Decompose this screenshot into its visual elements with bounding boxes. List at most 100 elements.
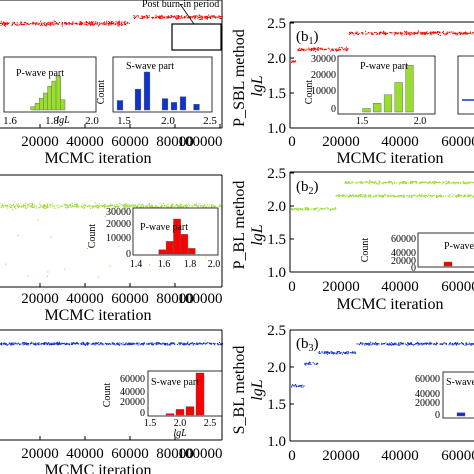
scatter-point — [401, 182, 403, 184]
scatter-point — [378, 183, 380, 185]
scatter-point — [117, 205, 119, 207]
scatter-point — [373, 196, 375, 198]
scatter-point — [318, 352, 320, 354]
scatter-point — [421, 195, 423, 197]
scatter-point — [128, 343, 130, 345]
scatter-point — [433, 183, 435, 185]
scatter-point — [60, 343, 62, 345]
scatter-point — [172, 342, 174, 344]
scatter-point — [394, 342, 396, 344]
scatter-point — [423, 181, 425, 183]
scatter-point — [97, 276, 99, 278]
scatter-point — [207, 341, 209, 343]
scatter-point — [449, 196, 451, 198]
scatter-point — [19, 24, 21, 26]
scatter-point — [471, 181, 473, 183]
panel-a2-xtick: 80000 — [156, 291, 194, 307]
scatter-point — [462, 343, 464, 345]
scatter-point — [337, 195, 339, 197]
scatter-point — [17, 205, 19, 207]
scatter-point — [386, 195, 388, 197]
scatter-point — [315, 48, 317, 50]
scatter-point — [94, 344, 96, 346]
scatter-point — [54, 22, 56, 24]
scatter-point — [406, 195, 408, 197]
scatter-point — [119, 202, 121, 204]
scatter-point — [360, 194, 362, 196]
scatter-point — [50, 236, 52, 238]
scatter-point — [305, 207, 307, 209]
scatter-point — [451, 182, 453, 184]
scatter-point — [429, 342, 431, 344]
scatter-point — [137, 344, 139, 346]
scatter-point — [361, 182, 363, 184]
scatter-point — [436, 196, 438, 198]
scatter-point — [369, 180, 371, 182]
scatter-point — [314, 208, 316, 210]
scatter-point — [155, 17, 157, 19]
scatter-point — [291, 61, 293, 63]
scatter-point — [432, 182, 434, 184]
scatter-point — [466, 32, 468, 34]
scatter-point — [75, 22, 77, 24]
scatter-point — [444, 342, 446, 344]
scatter-point — [430, 34, 432, 36]
scatter-point — [181, 342, 183, 344]
scatter-point — [1, 344, 3, 346]
scatter-point — [384, 31, 386, 33]
scatter-point — [380, 32, 382, 34]
scatter-point — [441, 343, 443, 345]
histogram-bar — [383, 94, 393, 113]
scatter-point — [317, 49, 319, 51]
scatter-point — [38, 342, 40, 344]
scatter-point — [299, 49, 301, 51]
scatter-point — [62, 343, 64, 345]
scatter-point — [44, 205, 46, 207]
scatter-point — [359, 342, 361, 344]
scatter-point — [449, 31, 451, 33]
scatter-point — [452, 196, 454, 198]
scatter-point — [136, 343, 138, 345]
scatter-point — [422, 195, 424, 197]
scatter-point — [291, 208, 293, 210]
scatter-point — [111, 21, 113, 23]
scatter-point — [440, 343, 442, 345]
inset-b2-ylabel: Count — [360, 238, 371, 263]
scatter-point — [109, 205, 111, 207]
scatter-point — [175, 17, 177, 19]
scatter-point — [347, 353, 349, 355]
scatter-point — [157, 206, 159, 208]
scatter-point — [39, 203, 41, 205]
scatter-point — [320, 207, 322, 209]
scatter-point — [167, 344, 169, 346]
scatter-point — [461, 195, 463, 197]
scatter-point — [346, 48, 348, 50]
scatter-point — [445, 343, 447, 345]
scatter-point — [37, 342, 39, 344]
scatter-point — [102, 24, 104, 26]
scatter-point — [309, 363, 311, 365]
scatter-point — [414, 181, 416, 183]
scatter-point — [359, 194, 361, 196]
scatter-point — [420, 194, 422, 196]
scatter-point — [91, 23, 93, 25]
scatter-point — [315, 363, 317, 365]
scatter-point — [470, 344, 472, 346]
scatter-point — [339, 49, 341, 51]
scatter-point — [435, 181, 437, 183]
scatter-point — [117, 207, 119, 209]
scatter-point — [448, 344, 450, 346]
scatter-point — [54, 343, 56, 345]
scatter-point — [311, 49, 313, 51]
panel-b3-ytick: 2.5 — [267, 323, 286, 339]
scatter-point — [381, 196, 383, 198]
scatter-point — [137, 16, 139, 18]
scatter-point — [165, 344, 167, 346]
scatter-point — [108, 20, 110, 22]
scatter-point — [366, 33, 368, 35]
scatter-point — [334, 208, 336, 210]
panel-b2-ytick: 2.5 — [267, 166, 286, 182]
scatter-point — [443, 33, 445, 35]
scatter-point — [110, 343, 112, 345]
scatter-point — [449, 181, 451, 183]
